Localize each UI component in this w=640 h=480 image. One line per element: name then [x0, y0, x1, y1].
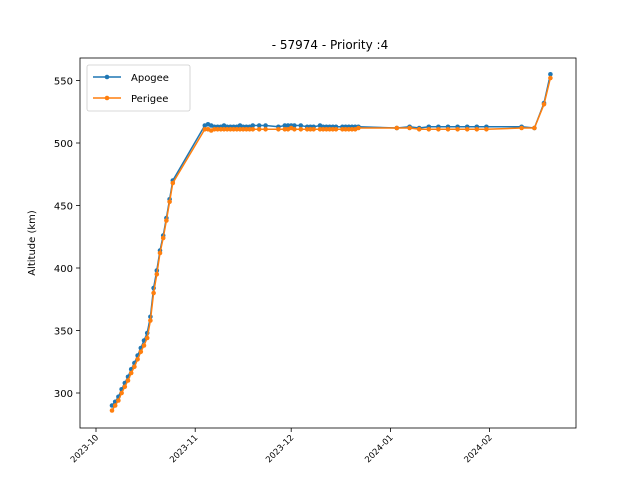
data-point-perigee: [356, 125, 361, 131]
data-point-perigee: [276, 127, 281, 132]
data-point-perigee: [144, 335, 150, 341]
data-point-apogee: [548, 72, 553, 77]
data-point-perigee: [333, 127, 339, 132]
data-point-perigee: [122, 384, 128, 390]
data-point-perigee: [244, 127, 249, 132]
data-point-perigee: [256, 127, 262, 132]
y-tick-label: 550: [54, 77, 73, 88]
data-point-apogee: [285, 123, 291, 128]
data-point-perigee: [548, 75, 553, 81]
data-point-perigee: [317, 127, 323, 132]
chart-title: - 57974 - Priority :4: [272, 38, 388, 52]
legend: Apogee Perigee: [86, 64, 191, 112]
y-axis-title: Altitude (km): [27, 210, 38, 276]
legend-marker-perigee: [104, 95, 110, 101]
data-point-perigee: [343, 127, 348, 132]
data-point-perigee: [135, 357, 140, 362]
data-point-apogee: [292, 123, 297, 128]
data-point-perigee: [320, 127, 326, 132]
data-point-perigee: [298, 127, 304, 132]
data-point-perigee: [237, 127, 243, 132]
data-point-perigee: [519, 125, 524, 131]
y-tick-label: 350: [54, 327, 73, 338]
data-point-perigee: [327, 127, 332, 132]
data-point-perigee: [541, 102, 547, 107]
data-point-perigee: [407, 125, 412, 131]
data-point-perigee: [304, 127, 310, 132]
data-point-perigee: [349, 127, 355, 132]
data-point-perigee: [116, 398, 121, 403]
data-point-perigee: [436, 127, 441, 132]
data-point-perigee: [218, 127, 224, 132]
data-point-perigee: [340, 127, 345, 132]
data-point-perigee: [224, 127, 230, 132]
data-point-perigee: [330, 127, 336, 132]
data-point-perigee: [138, 349, 144, 355]
data-point-perigee: [132, 364, 137, 370]
data-point-apogee: [250, 123, 256, 128]
legend-marker-apogee: [104, 74, 110, 80]
data-point-perigee: [157, 250, 163, 256]
data-point-perigee: [228, 127, 233, 132]
data-point-perigee: [151, 290, 156, 296]
data-point-perigee: [212, 127, 217, 132]
data-point-perigee: [464, 127, 470, 132]
data-point-perigee: [532, 125, 537, 131]
data-point-perigee: [109, 408, 115, 413]
data-point-perigee: [250, 127, 256, 132]
data-point-apogee: [256, 123, 262, 128]
data-point-apogee: [282, 123, 288, 128]
data-point-apogee: [263, 123, 268, 128]
data-point-perigee: [247, 127, 252, 132]
legend-label-apogee: Apogee: [131, 73, 169, 84]
legend-label-perigee: Perigee: [131, 94, 168, 105]
y-axis: 300 350 400 450 500 550: [54, 77, 80, 400]
data-point-perigee: [240, 127, 246, 132]
data-point-perigee: [263, 127, 268, 132]
y-tick-label: 500: [54, 139, 73, 150]
data-point-perigee: [164, 218, 169, 223]
data-point-apogee: [109, 403, 115, 408]
data-point-perigee: [160, 235, 166, 241]
plot-frame: [79, 57, 577, 429]
data-point-perigee: [324, 127, 329, 132]
data-point-perigee: [148, 318, 153, 323]
data-point-perigee: [128, 370, 134, 376]
data-point-perigee: [484, 127, 489, 132]
data-point-perigee: [170, 180, 176, 186]
y-tick-label: 300: [54, 389, 73, 400]
data-point-perigee: [112, 403, 118, 408]
data-point-perigee: [119, 390, 124, 396]
data-point-perigee: [215, 127, 220, 132]
data-point-perigee: [416, 127, 422, 132]
data-point-perigee: [202, 127, 208, 132]
y-tick-label: 400: [54, 264, 73, 275]
data-point-perigee: [234, 127, 240, 132]
data-point-perigee: [346, 127, 352, 132]
data-point-apogee: [298, 123, 304, 128]
data-point-perigee: [426, 127, 432, 132]
data-point-perigee: [141, 343, 147, 348]
data-point-perigee: [455, 127, 460, 132]
plot-area: [109, 72, 553, 413]
data-point-perigee: [292, 127, 297, 132]
data-point-perigee: [311, 127, 316, 132]
data-point-perigee: [394, 125, 400, 131]
data-point-perigee: [125, 378, 131, 383]
data-point-perigee: [231, 127, 236, 132]
data-point-perigee: [445, 127, 451, 132]
y-tick-label: 450: [54, 202, 73, 213]
data-point-perigee: [221, 127, 227, 132]
data-point-perigee: [282, 127, 288, 132]
data-point-perigee: [474, 127, 480, 132]
data-point-perigee: [167, 199, 172, 205]
data-point-perigee: [154, 272, 160, 277]
data-point-perigee: [308, 127, 313, 132]
